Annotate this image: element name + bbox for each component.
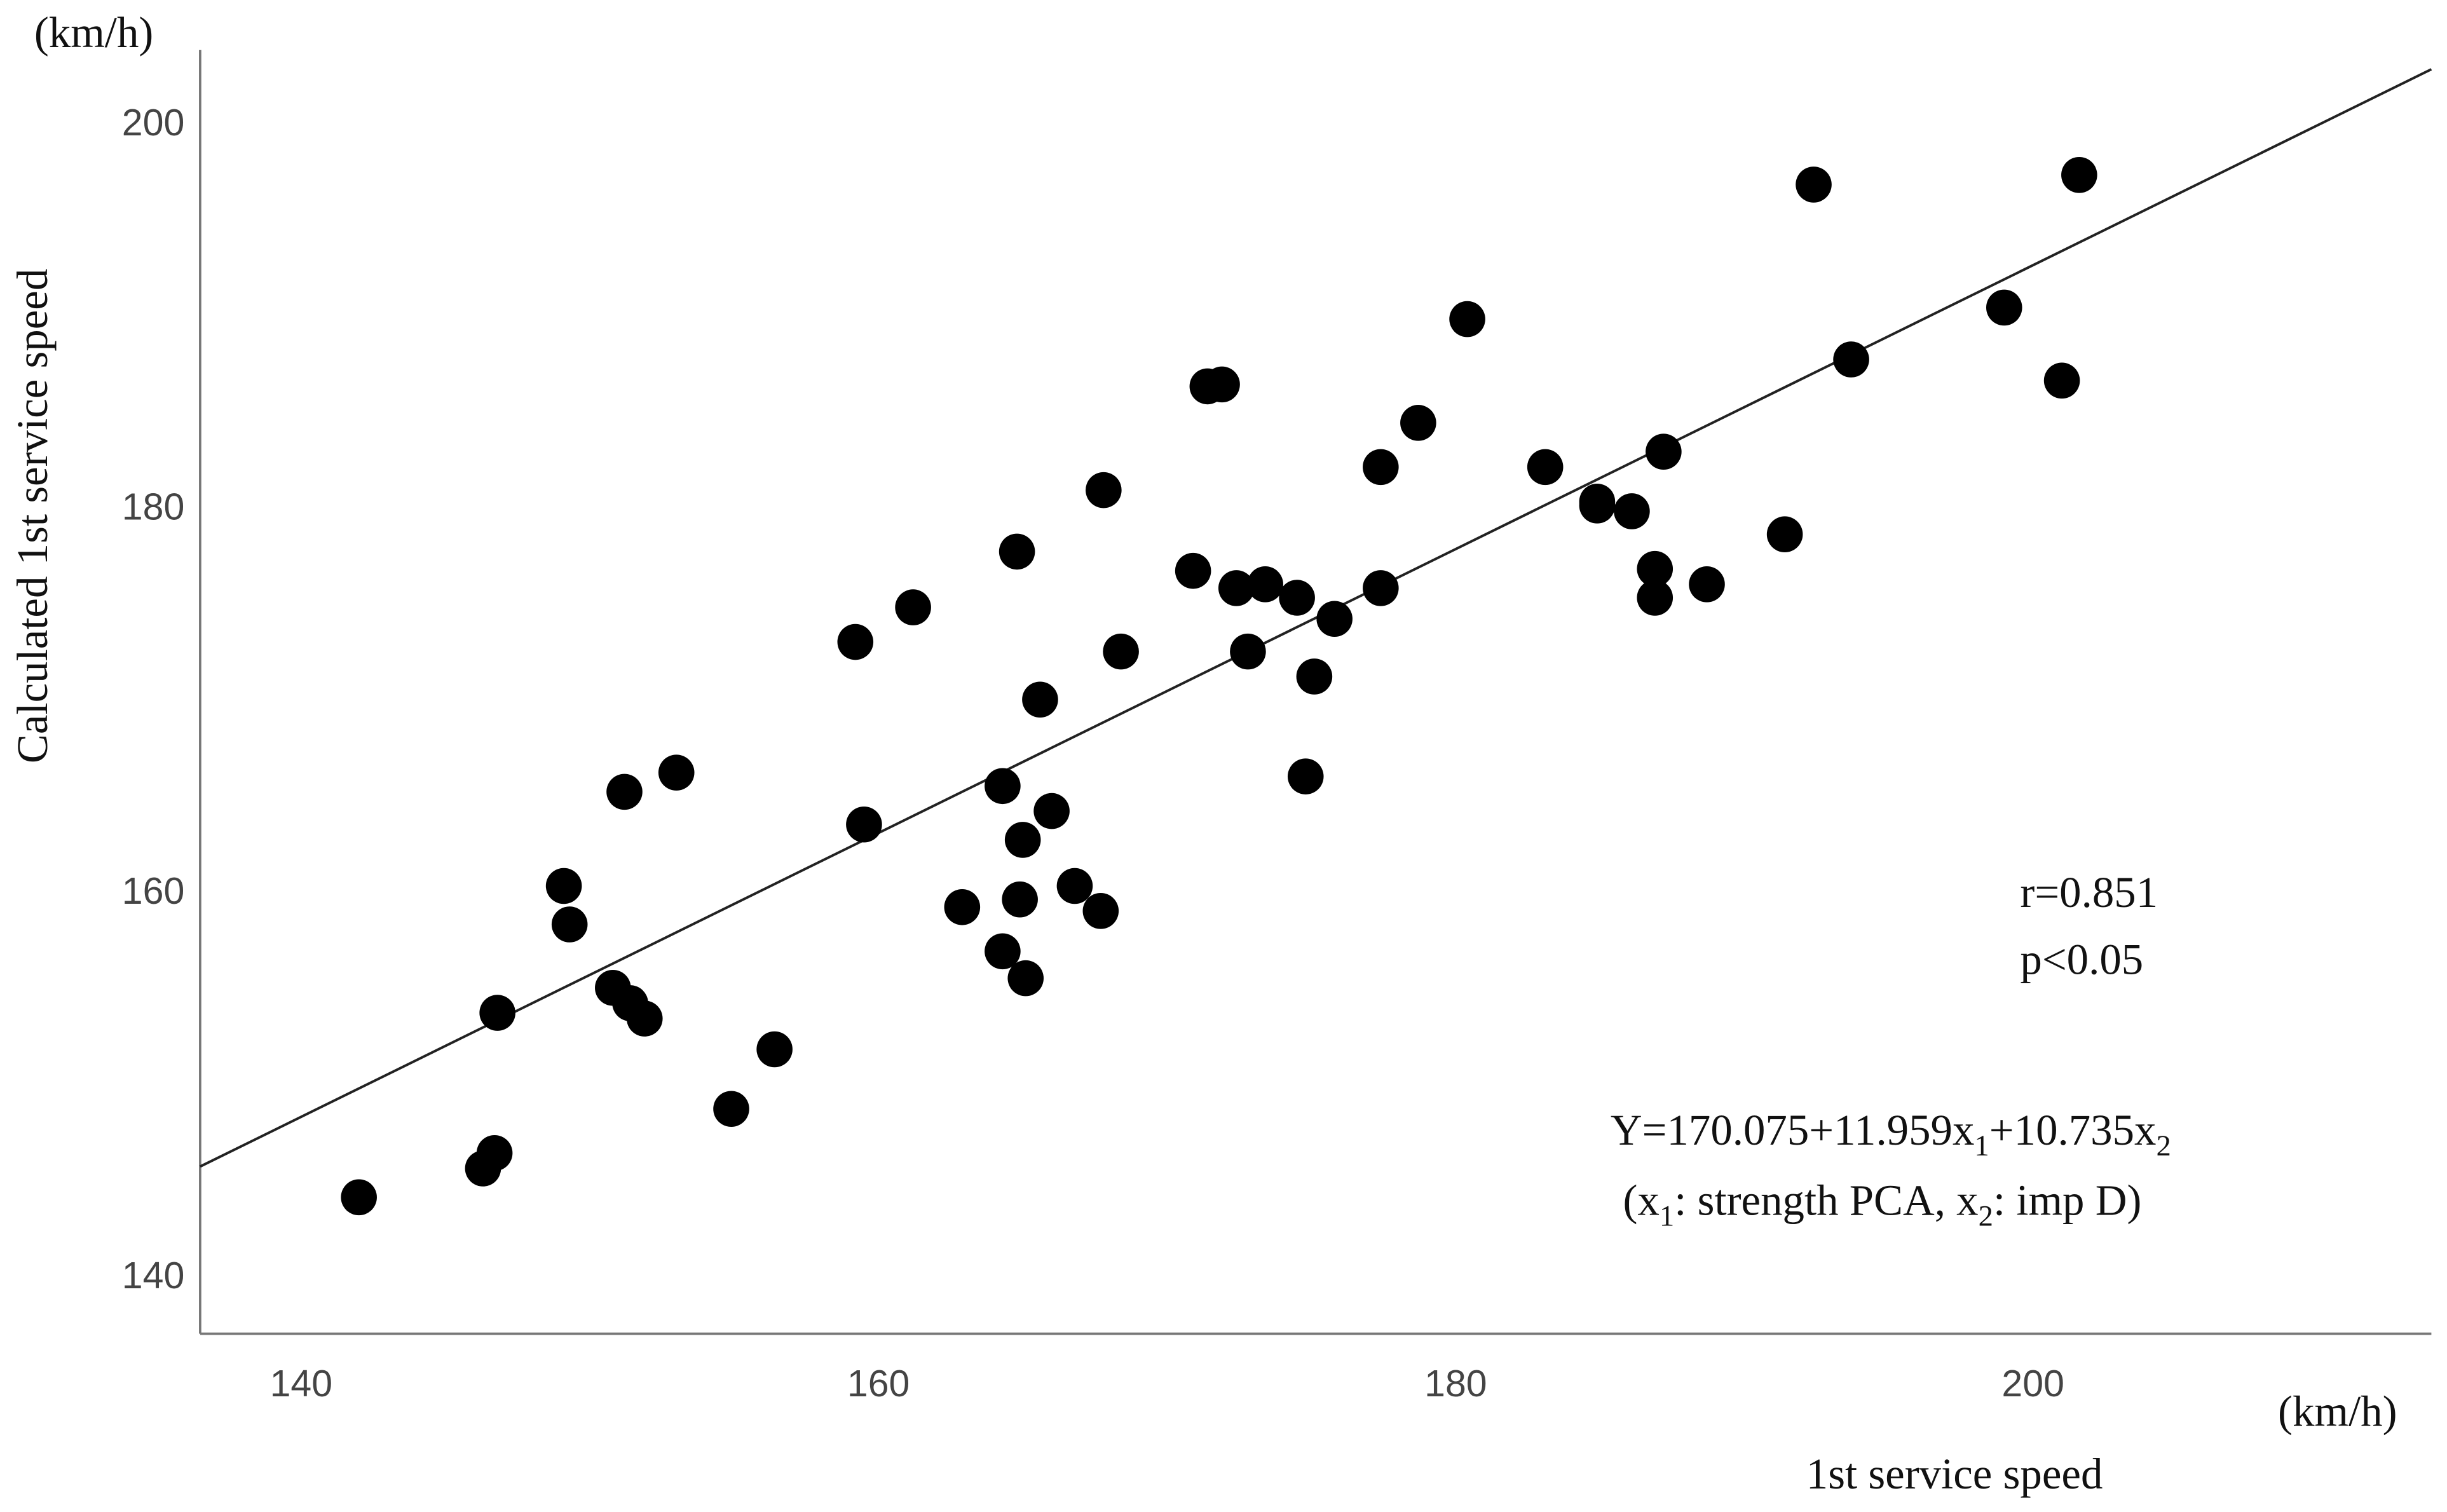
equation: Y=170.075+11.959x1+10.735x2: [1611, 1106, 2171, 1162]
text-part: (x: [1623, 1176, 1660, 1225]
x-tick-label: 140: [270, 1363, 333, 1405]
data-point: [1614, 493, 1650, 529]
data-point: [1646, 433, 1682, 470]
y-unit: (km/h): [34, 8, 153, 57]
data-point: [2061, 157, 2097, 193]
data-point: [756, 1031, 793, 1068]
data-point: [1833, 341, 1869, 378]
subscript: 2: [2156, 1129, 2171, 1162]
data-point: [551, 906, 588, 943]
text-part: : strength PCA, x: [1674, 1176, 1978, 1225]
data-point: [1287, 758, 1324, 794]
data-point: [1527, 449, 1564, 486]
data-point: [1204, 366, 1240, 403]
data-point: [545, 868, 582, 904]
x-tick-label: 180: [1424, 1363, 1487, 1405]
data-point: [626, 1000, 663, 1037]
data-point: [1637, 580, 1673, 616]
data-point: [846, 806, 882, 843]
text-part: Y=170.075+11.959x: [1611, 1106, 1975, 1154]
data-point: [1689, 566, 1725, 603]
data-point: [2043, 362, 2080, 399]
data-point: [1103, 633, 1139, 670]
data-point: [1004, 822, 1041, 858]
data-point: [1056, 868, 1093, 904]
data-point: [1002, 881, 1038, 918]
data-point: [1766, 516, 1803, 552]
data-point: [999, 533, 1035, 570]
data-point: [606, 773, 643, 810]
data-point: [479, 995, 515, 1031]
data-point: [1796, 167, 1832, 203]
data-point: [985, 933, 1021, 970]
text-part: : imp D): [1993, 1176, 2141, 1225]
data-point: [1637, 550, 1673, 587]
data-point: [1363, 449, 1399, 486]
y-tick-label: 200: [122, 102, 185, 144]
data-point: [476, 1134, 513, 1171]
data-point: [944, 889, 981, 925]
x-tick-label: 200: [2001, 1363, 2064, 1405]
data-point: [1082, 893, 1119, 929]
data-point: [1363, 570, 1399, 606]
data-point: [658, 754, 695, 791]
subscript: 1: [1660, 1200, 1674, 1233]
data-point: [985, 768, 1021, 805]
data-point: [1022, 681, 1058, 718]
data-point: [895, 589, 931, 625]
data-point: [1316, 601, 1353, 637]
data-point: [837, 623, 874, 660]
data-point: [1247, 566, 1283, 603]
annotation: p<0.05: [2020, 936, 2143, 984]
y-tick-label: 140: [122, 1255, 185, 1297]
data-point: [1218, 570, 1255, 606]
data-point: [1230, 633, 1266, 670]
y-tick-label: 160: [122, 870, 185, 912]
data-point: [1175, 552, 1211, 589]
data-point: [1086, 472, 1122, 508]
x-tick-label: 160: [847, 1363, 910, 1405]
x-unit: (km/h): [2278, 1387, 2397, 1436]
text-part: +10.735x: [1989, 1106, 2157, 1154]
x-axis-label: 1st service speed: [1806, 1450, 2103, 1498]
y-tick-label: 180: [122, 486, 185, 528]
subscript: 2: [1979, 1200, 1993, 1233]
data-point: [1033, 793, 1070, 829]
data-point: [341, 1179, 377, 1216]
annotation: r=0.851: [2020, 868, 2158, 916]
y-axis-label: Calculated 1st service speed: [8, 269, 57, 763]
subscript: 1: [1974, 1129, 1989, 1162]
data-point: [1449, 301, 1485, 337]
data-point: [1279, 580, 1315, 616]
data-point: [1296, 658, 1333, 695]
equation-note: (x1: strength PCA, x2: imp D): [1623, 1176, 2142, 1233]
data-point: [713, 1091, 749, 1127]
data-point: [1007, 960, 1044, 997]
regression-line: [200, 68, 2432, 1168]
data-point: [1400, 405, 1436, 441]
data-point: [1579, 487, 1616, 524]
data-point: [1986, 289, 2022, 326]
